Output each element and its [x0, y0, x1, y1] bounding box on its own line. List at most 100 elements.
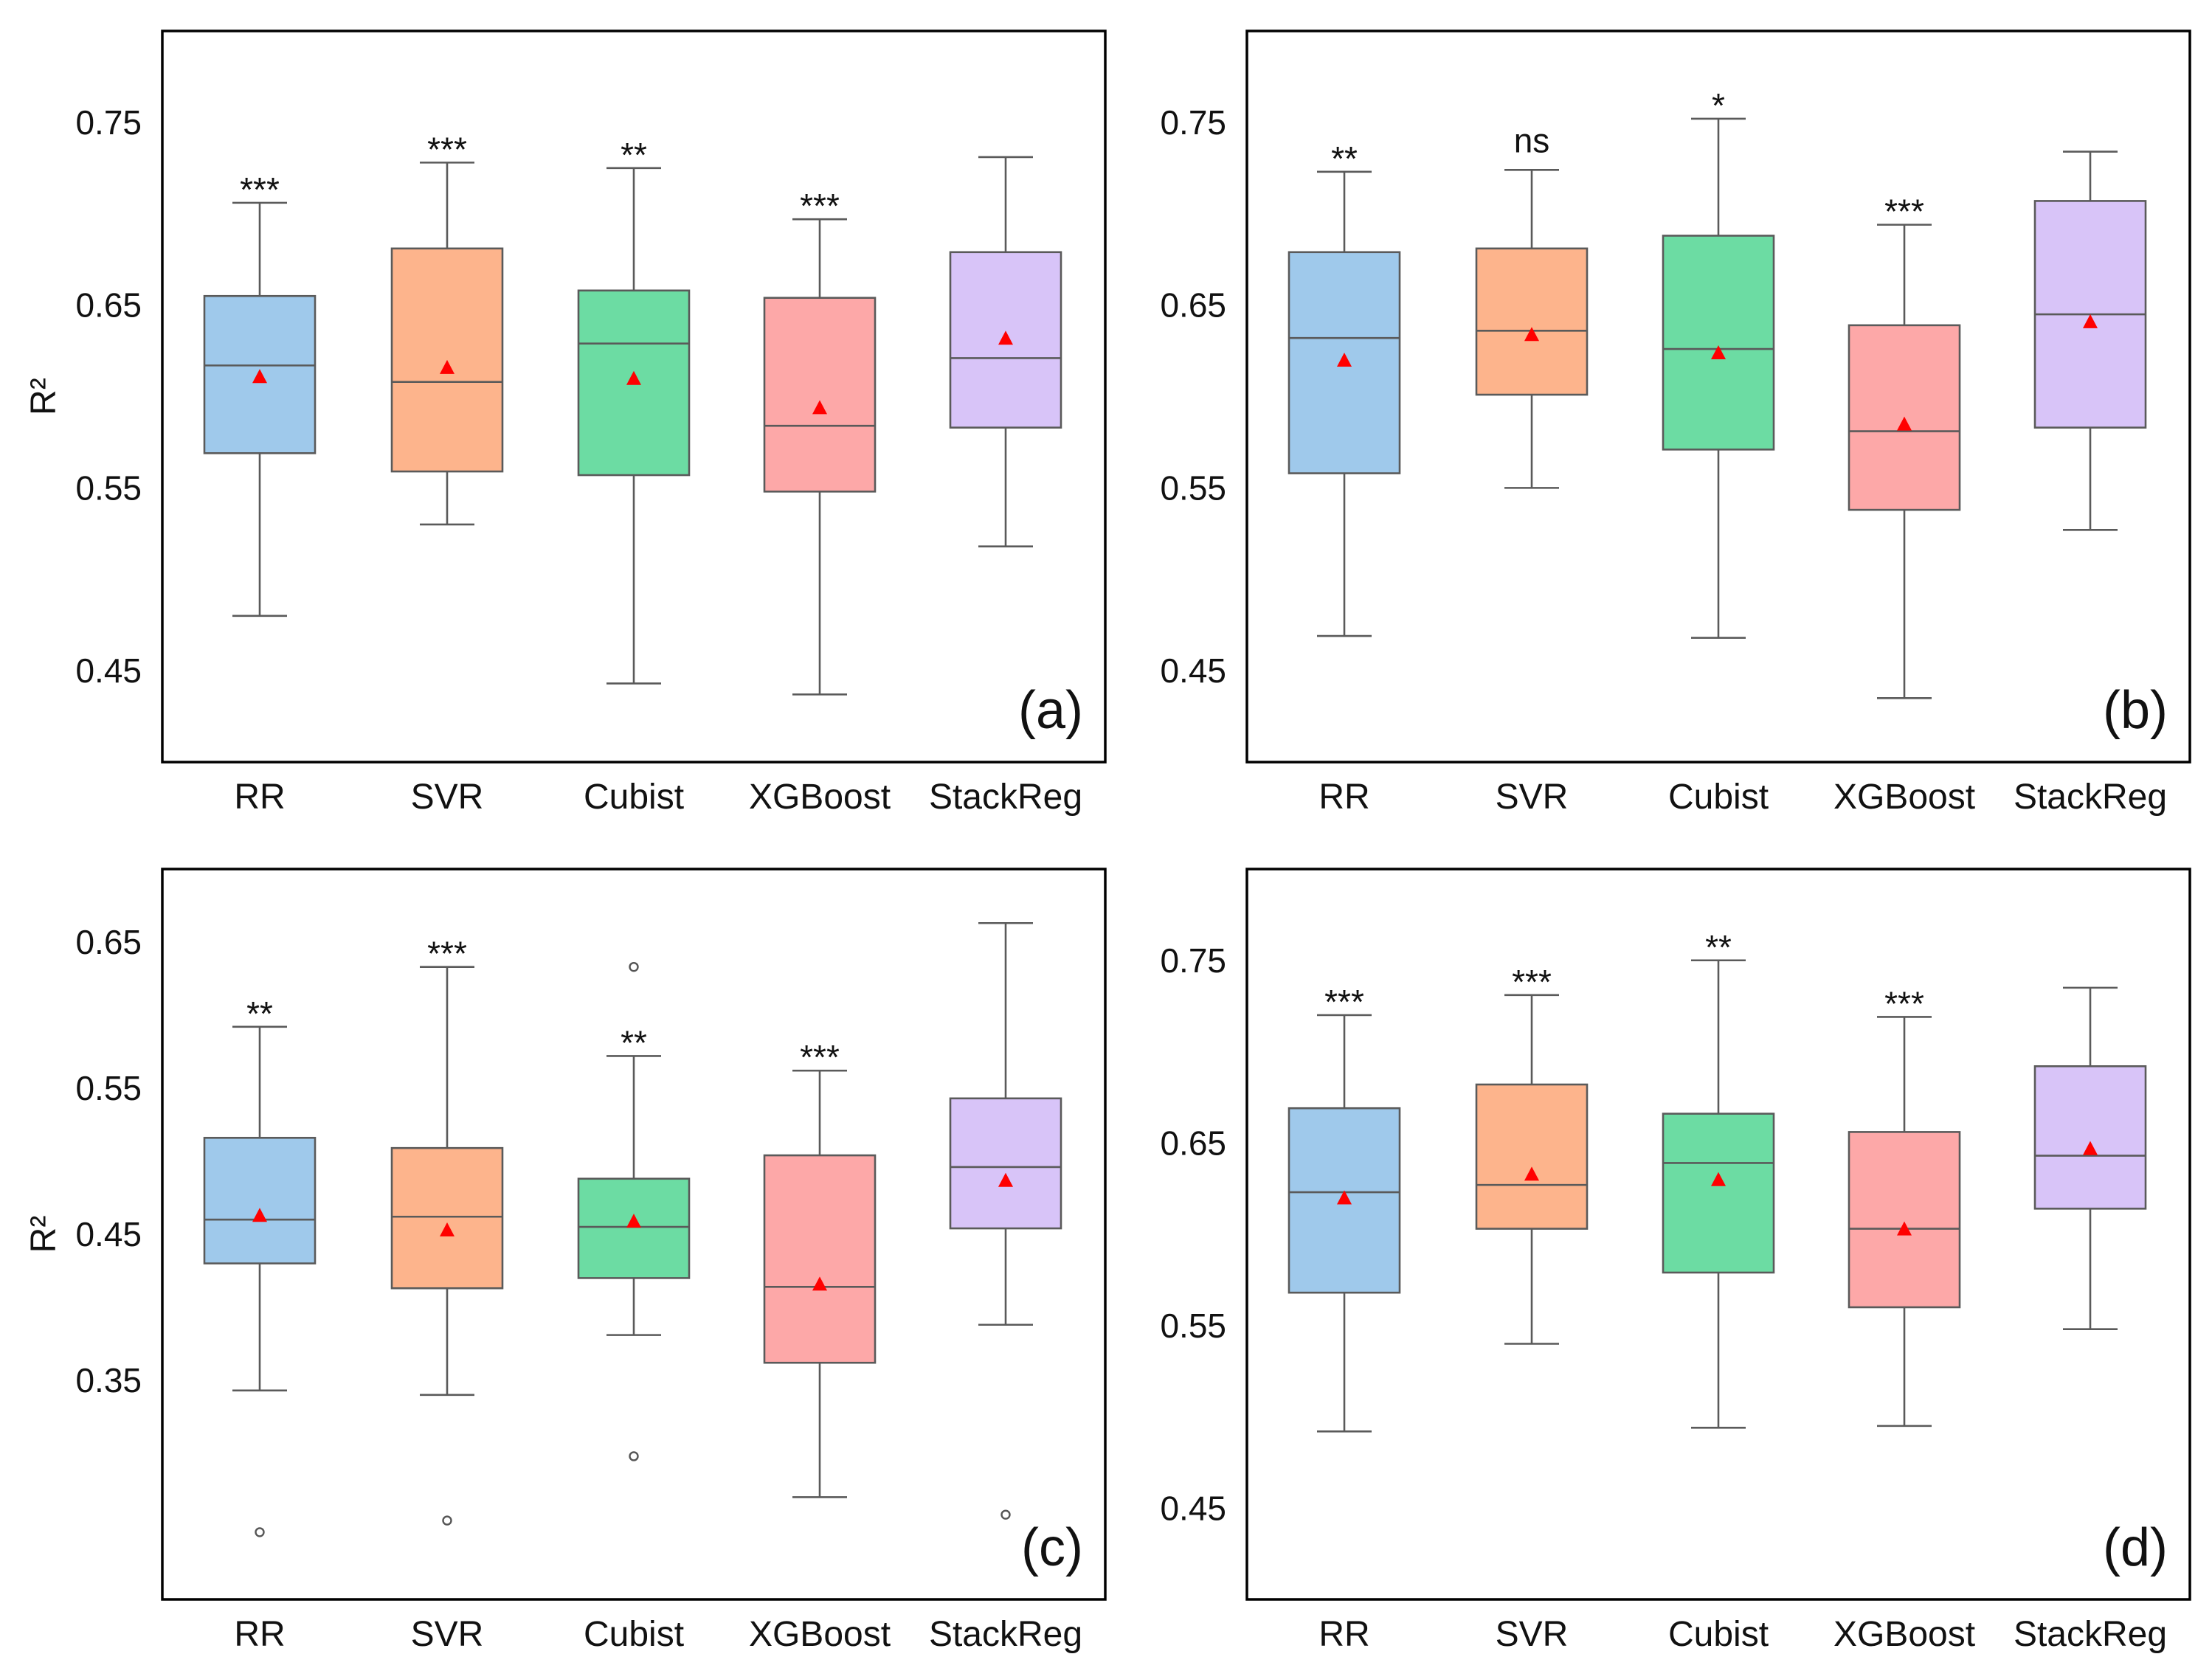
box-xgboost: ***: [763, 1038, 877, 1498]
box-xgboost: ***: [1848, 193, 1961, 699]
x-tick-label: XGBoost: [749, 1615, 891, 1654]
mean-marker: [1524, 1166, 1539, 1181]
y-tick-label: 0.75: [1160, 103, 1226, 142]
significance-label: ***: [427, 935, 467, 973]
y-tick-label: 0.45: [1160, 1489, 1226, 1527]
box-xgboost: ***: [1848, 984, 1961, 1428]
y-tick-label: 0.65: [75, 923, 142, 961]
plot-frame: [161, 30, 1107, 764]
significance-label: ***: [1324, 983, 1364, 1021]
x-tick-label: Cubist: [584, 778, 684, 817]
outlier-point: [255, 1527, 265, 1537]
mean-marker: [1337, 1190, 1352, 1205]
y-tick-label: 0.75: [1160, 941, 1226, 980]
plot-frame: [161, 868, 1107, 1601]
iqr-box: [1848, 1131, 1961, 1309]
mean-marker: [2083, 1141, 2098, 1155]
box-stackreg: [949, 156, 1062, 547]
box-stackreg: [2033, 986, 2147, 1330]
box-rr: **: [1288, 139, 1401, 637]
y-tick-label: 0.75: [75, 103, 142, 142]
x-tick-label: StackReg: [929, 1615, 1082, 1654]
y-tick-label: 0.55: [1160, 1307, 1226, 1345]
mean-marker: [252, 1208, 267, 1222]
panel-label: (a): [1018, 681, 1083, 740]
iqr-box: [763, 297, 877, 493]
panel-c: 0.35 0.45 0.55 0.65 R² RR SVR Cubist XGBoost Stac…: [24, 868, 1107, 1654]
x-tick-label: SVR: [411, 1615, 484, 1654]
x-tick-label: StackReg: [2014, 778, 2167, 817]
x-tick-label: Cubist: [1668, 778, 1769, 817]
outlier-point: [629, 1451, 639, 1461]
y-tick-label: 0.45: [75, 1215, 142, 1253]
mean-marker: [1711, 1172, 1726, 1186]
significance-label: **: [621, 1023, 647, 1062]
significance-label: ***: [1884, 984, 1924, 1022]
mean-marker: [1897, 1221, 1912, 1236]
box-stackreg: [2033, 150, 2147, 531]
x-tick-label: SVR: [1496, 778, 1569, 817]
y-tick-label: 0.55: [75, 1069, 142, 1107]
y-axis-label: R²: [24, 378, 63, 415]
y-tick-label: 0.65: [1160, 1124, 1226, 1162]
iqr-box: [763, 1154, 877, 1364]
mean-marker: [1337, 352, 1352, 367]
mean-marker: [626, 1214, 641, 1228]
panel-label: (b): [2103, 681, 2168, 740]
significance-label: ***: [1884, 193, 1924, 231]
x-tick-label: XGBoost: [749, 778, 891, 817]
box-rr: ***: [203, 170, 317, 617]
x-tick-label: XGBoost: [1833, 778, 1975, 817]
box-cubist: *: [1662, 86, 1775, 639]
iqr-box: [1662, 1112, 1775, 1274]
significance-label: *: [1712, 86, 1725, 125]
iqr-box: [390, 1146, 504, 1290]
y-tick-label: 0.55: [75, 468, 142, 507]
iqr-box: [577, 1177, 691, 1279]
panel-label: (d): [2103, 1518, 2168, 1577]
box-rr: **: [203, 994, 317, 1537]
mean-marker: [998, 331, 1013, 345]
y-axis-label: R²: [24, 1216, 63, 1253]
x-tick-label: Cubist: [1668, 1615, 1769, 1654]
box-rr: ***: [1288, 983, 1401, 1433]
panel-d: 0.45 0.55 0.65 0.75 RR SVR Cubist XGBoost StackR…: [1160, 868, 2191, 1654]
plot-frame: [1245, 30, 2191, 764]
iqr-box: [1662, 235, 1775, 451]
x-tick-label: StackReg: [2014, 1615, 2167, 1654]
significance-label: ***: [800, 187, 840, 225]
significance-label: **: [1331, 139, 1358, 178]
mean-marker: [252, 369, 267, 384]
x-tick-label: RR: [234, 778, 285, 817]
y-tick-label: 0.65: [75, 286, 142, 325]
x-tick-label: RR: [234, 1615, 285, 1654]
significance-label: **: [621, 136, 647, 174]
y-tick-label: 0.45: [75, 651, 142, 690]
mean-marker: [1711, 345, 1726, 360]
iqr-box: [1475, 1083, 1589, 1230]
x-tick-label: StackReg: [929, 778, 1082, 817]
significance-label: ***: [1512, 963, 1552, 1001]
x-tick-label: RR: [1318, 1615, 1369, 1654]
plot-frame: [1245, 868, 2191, 1601]
y-tick-label: 0.65: [1160, 286, 1226, 325]
significance-label: **: [1705, 928, 1732, 966]
box-stackreg: [949, 921, 1062, 1520]
box-svr: ***: [390, 130, 504, 526]
iqr-box: [1288, 1107, 1401, 1294]
box-xgboost: ***: [763, 187, 877, 696]
mean-marker: [1897, 416, 1912, 431]
y-tick-label: 0.45: [1160, 651, 1226, 690]
y-tick-label: 0.55: [1160, 468, 1226, 507]
mean-marker: [998, 1172, 1013, 1187]
mean-marker: [626, 370, 641, 385]
box-cubist: **: [577, 136, 691, 685]
mean-marker: [2083, 314, 2098, 328]
significance-label: ***: [427, 130, 467, 168]
significance-label: ***: [240, 170, 280, 209]
outlier-point: [1000, 1509, 1011, 1520]
iqr-box: [2033, 1065, 2147, 1210]
mean-marker: [440, 359, 455, 374]
outlier-point: [442, 1515, 452, 1526]
